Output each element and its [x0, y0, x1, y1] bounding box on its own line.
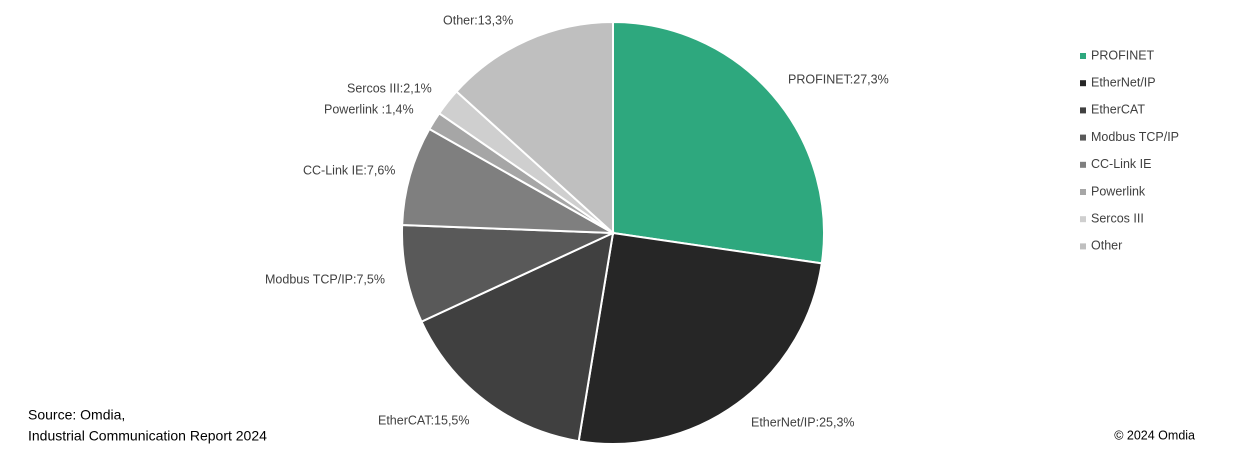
data-label: Other:13,3% [443, 13, 513, 27]
data-label: Sercos III:2,1% [347, 81, 432, 95]
pie-slice [612, 20, 825, 265]
legend-label: EtherCAT [1091, 103, 1145, 117]
pie-slice [577, 231, 823, 445]
legend-marker [1080, 107, 1086, 114]
data-label: Powerlink :1,4% [324, 102, 414, 116]
legend-marker [1080, 80, 1086, 87]
legend-label: EtherNet/IP [1091, 75, 1156, 89]
legend-marker [1080, 53, 1086, 59]
pie-slice [401, 127, 614, 234]
legend-label: Other [1091, 239, 1122, 253]
legend-label: Modbus TCP/IP [1091, 130, 1179, 144]
copyright: © 2024 Omdia [1114, 428, 1195, 442]
legend-label: Powerlink [1091, 184, 1146, 198]
legend-marker [1080, 134, 1086, 141]
legend-label: Sercos III [1091, 211, 1144, 225]
pie-slice [455, 20, 614, 236]
pie-slice [420, 231, 615, 443]
data-label: EtherCAT:15,5% [378, 413, 469, 427]
legend-marker [1080, 161, 1086, 168]
legend-marker [1080, 216, 1086, 223]
data-label: EtherNet/IP:25,3% [751, 415, 855, 429]
source-line: Industrial Communication Report 2024 [28, 428, 267, 444]
legend-label: CC-Link IE [1091, 157, 1151, 171]
legend-label: PROFINET [1091, 48, 1155, 62]
legend-marker [1080, 243, 1086, 250]
pie-slice [401, 224, 614, 323]
data-label: PROFINET:27,3% [788, 72, 889, 86]
data-label: Modbus TCP/IP:7,5% [265, 272, 385, 286]
source-line: Source: Omdia, [28, 407, 125, 423]
data-label: CC-Link IE:7,6% [303, 163, 395, 177]
legend-marker [1080, 189, 1086, 195]
